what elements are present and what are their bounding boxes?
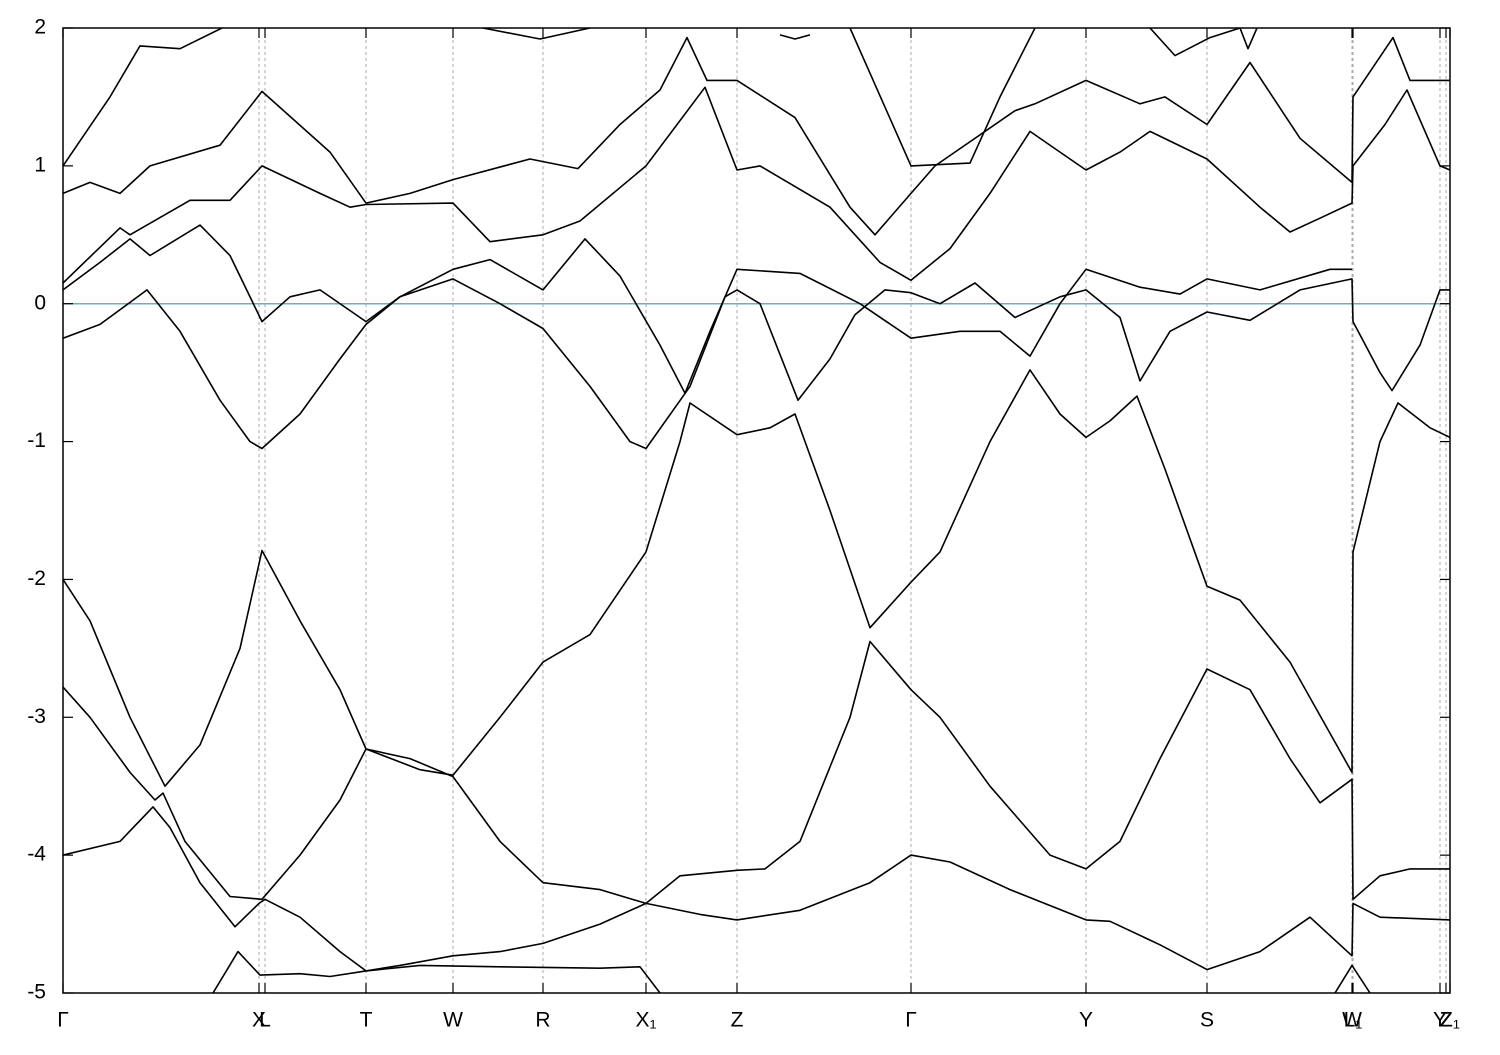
x-tick-label: Z₁ bbox=[1440, 1009, 1460, 1032]
x-tick-label: R bbox=[535, 1009, 550, 1032]
y-tick-label: -3 bbox=[27, 705, 46, 728]
x-tick-label: Y bbox=[1079, 1009, 1093, 1032]
y-tick-label: 2 bbox=[34, 16, 46, 39]
y-tick-label: 0 bbox=[34, 291, 46, 314]
x-tick-label: Z bbox=[731, 1009, 744, 1032]
y-tick-label: -1 bbox=[27, 429, 46, 452]
x-tick-label: L bbox=[259, 1009, 271, 1032]
x-tick-label: X bbox=[252, 1009, 266, 1032]
x-tick-label: Z bbox=[1440, 1009, 1453, 1032]
x-tick-label: W bbox=[1342, 1009, 1362, 1032]
x-tick-label: L₁ bbox=[1344, 1009, 1363, 1032]
grid bbox=[62, 28, 1451, 993]
plot-area bbox=[63, 28, 1450, 993]
y-tick-label: -2 bbox=[27, 567, 46, 590]
band-line bbox=[63, 28, 1258, 167]
band-line bbox=[63, 36, 1450, 236]
x-tick-label: Y bbox=[1433, 1009, 1447, 1032]
y-tick-label: -4 bbox=[27, 843, 46, 866]
band-line bbox=[63, 640, 1450, 972]
y-tick-label: 1 bbox=[34, 153, 46, 176]
y-tick-label: -5 bbox=[27, 981, 46, 1004]
band-line bbox=[63, 369, 1450, 787]
x-tick-label: T bbox=[360, 1009, 373, 1032]
plot-frame bbox=[62, 27, 1451, 994]
x-tick-label: S bbox=[1200, 1009, 1214, 1032]
band-line bbox=[63, 686, 1450, 971]
x-tick-label: X₁ bbox=[635, 1009, 656, 1032]
x-tick-label: Γ bbox=[905, 1009, 917, 1032]
band-line bbox=[63, 86, 1450, 284]
band-line bbox=[63, 224, 1352, 395]
band-line bbox=[212, 950, 1371, 993]
x-tick-label: Γ bbox=[57, 1009, 69, 1032]
x-tick-label: W bbox=[443, 1009, 463, 1032]
band-line bbox=[63, 278, 1450, 450]
